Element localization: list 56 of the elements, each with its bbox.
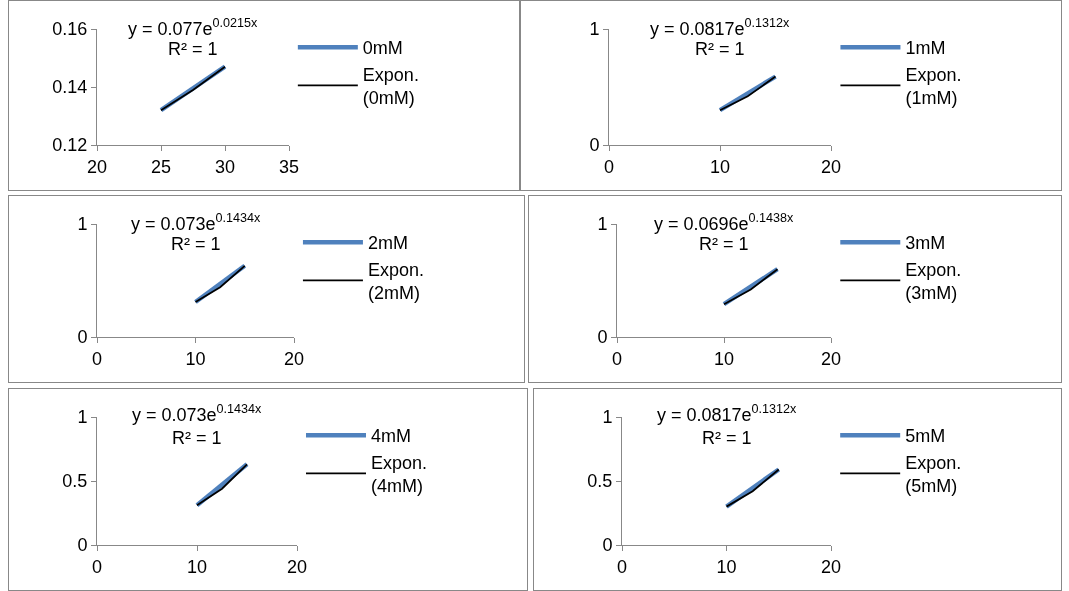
y-tick-label: 1 (77, 214, 88, 235)
legend-label: 5mM (905, 426, 946, 447)
annotation: R² = 1 (172, 428, 222, 448)
x-tick-label: 20 (86, 156, 108, 177)
legend-label: 2mM (367, 233, 408, 254)
x-tick-label: 20 (820, 556, 842, 577)
y-tick-label: 1 (589, 19, 600, 40)
y-tick-label: 0 (589, 135, 600, 156)
x-tick-label: 10 (716, 556, 737, 577)
legend-label: Expon. (5mM) (905, 452, 962, 497)
x-tick-label: 10 (186, 556, 208, 577)
legend-label: 0mM (362, 38, 403, 59)
x-tick-label: 10 (709, 156, 731, 177)
y-tick-label: 0 (597, 327, 608, 348)
y-tick-label: 1 (602, 407, 613, 428)
x-tick-label: 10 (713, 348, 735, 369)
x-tick-label: 0 (616, 556, 628, 577)
annotation: y = 0.073e$^{0.1434x}$ (132, 402, 263, 425)
x-tick-label: 20 (820, 348, 842, 369)
legend-label: Expon. (4mM) (371, 452, 428, 497)
x-tick-label: 0 (91, 556, 103, 577)
y-tick-label: 0.12 (52, 135, 88, 156)
annotation: y = 0.0817e$^{0.1312x}$ (657, 402, 798, 425)
y-tick-label: 0.16 (52, 19, 88, 40)
y-tick-label: 0.14 (52, 77, 88, 98)
legend-label: Expon. (3mM) (905, 259, 962, 304)
legend-label: 4mM (371, 426, 411, 447)
x-tick-label: 20 (820, 156, 842, 177)
legend-label: 3mM (905, 233, 946, 254)
x-tick-label: 25 (150, 156, 172, 177)
annotation: y = 0.073e$^{0.1434x}$ (131, 211, 262, 234)
legend-label: Expon. (1mM) (905, 64, 962, 109)
y-tick-label: 1 (597, 214, 608, 235)
annotation: R² = 1 (695, 39, 745, 59)
y-tick-label: 0 (77, 535, 88, 556)
y-tick-label: 0.5 (587, 471, 613, 492)
legend-label: Expon. (0mM) (362, 64, 419, 109)
x-tick-label: 20 (286, 556, 308, 577)
annotation: R² = 1 (699, 234, 749, 254)
x-tick-label: 0 (91, 348, 103, 369)
x-tick-label: 35 (278, 156, 300, 177)
annotation: y = 0.0696e$^{0.1438x}$ (654, 211, 795, 234)
annotation: R² = 1 (171, 234, 221, 254)
annotation: y = 0.077e$^{0.0215x}$ (128, 16, 259, 39)
y-tick-label: 0 (602, 535, 613, 556)
x-tick-label: 30 (214, 156, 236, 177)
x-tick-label: 20 (283, 348, 305, 369)
legend-label: 1mM (905, 38, 946, 59)
annotation: R² = 1 (702, 428, 752, 448)
y-tick-label: 0 (77, 327, 88, 348)
x-tick-label: 10 (185, 348, 206, 369)
annotation: y = 0.0817e$^{0.1312x}$ (650, 16, 791, 39)
y-tick-label: 1 (77, 407, 88, 428)
annotation: R² = 1 (168, 39, 218, 59)
y-tick-label: 0.5 (62, 471, 88, 492)
legend-label: Expon. (2mM) (367, 259, 424, 304)
